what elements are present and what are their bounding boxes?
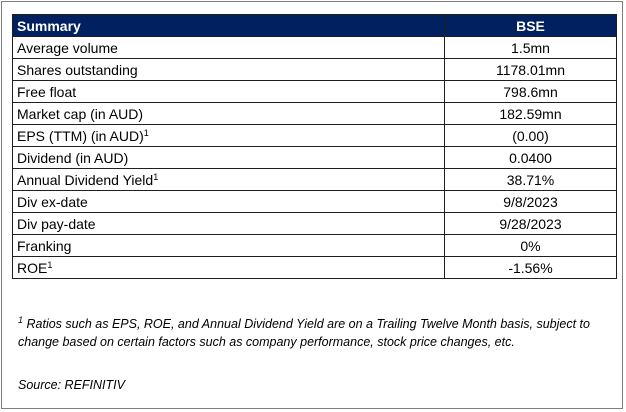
table-row: Shares outstanding 1178.01mn xyxy=(12,58,617,81)
row-label: Annual Dividend Yield1 xyxy=(12,168,445,191)
table-row: EPS (TTM) (in AUD)1 (0.00) xyxy=(12,124,617,147)
row-value: 0% xyxy=(444,234,617,257)
source-note: Source: REFINITIV xyxy=(18,378,125,392)
header-label: Summary xyxy=(12,14,445,37)
row-label: EPS (TTM) (in AUD)1 xyxy=(12,124,445,147)
table-row: Market cap (in AUD) 182.59mn xyxy=(12,102,617,125)
footnote-text: Ratios such as EPS, ROE, and Annual Divi… xyxy=(18,317,590,349)
row-value: (0.00) xyxy=(444,124,617,147)
row-value: 1.5mn xyxy=(444,36,617,59)
summary-table: Summary BSE Average volume 1.5mn Shares … xyxy=(12,14,617,279)
row-value: 1178.01mn xyxy=(444,58,617,81)
footnote-marker: 1 xyxy=(18,315,24,325)
row-label: ROE1 xyxy=(12,256,445,279)
row-label: Dividend (in AUD) xyxy=(12,146,445,169)
row-label: Free float xyxy=(12,80,445,103)
table-row: ROE1 -1.56% xyxy=(12,256,617,279)
table-header-row: Summary BSE xyxy=(12,14,617,37)
row-value: 0.0400 xyxy=(444,146,617,169)
row-value: 9/8/2023 xyxy=(444,190,617,213)
table-row: Dividend (in AUD) 0.0400 xyxy=(12,146,617,169)
table-row: Average volume 1.5mn xyxy=(12,36,617,59)
row-label: Franking xyxy=(12,234,445,257)
footnote-marker: 1 xyxy=(153,171,159,182)
table-row: Div ex-date 9/8/2023 xyxy=(12,190,617,213)
header-value: BSE xyxy=(444,14,617,37)
table-row: Free float 798.6mn xyxy=(12,80,617,103)
row-value: 9/28/2023 xyxy=(444,212,617,235)
row-value: 182.59mn xyxy=(444,102,617,125)
table-row: Annual Dividend Yield1 38.71% xyxy=(12,168,617,191)
footnote-marker: 1 xyxy=(47,259,53,270)
row-value: -1.56% xyxy=(444,256,617,279)
row-value: 798.6mn xyxy=(444,80,617,103)
row-label: Div pay-date xyxy=(12,212,445,235)
row-value: 38.71% xyxy=(444,168,617,191)
table-row: Franking 0% xyxy=(12,234,617,257)
row-label: Div ex-date xyxy=(12,190,445,213)
row-label: Average volume xyxy=(12,36,445,59)
footnote: 1 Ratios such as EPS, ROE, and Annual Di… xyxy=(18,315,614,351)
row-label: Market cap (in AUD) xyxy=(12,102,445,125)
row-label: Shares outstanding xyxy=(12,58,445,81)
table-row: Div pay-date 9/28/2023 xyxy=(12,212,617,235)
footnote-marker: 1 xyxy=(143,127,149,138)
